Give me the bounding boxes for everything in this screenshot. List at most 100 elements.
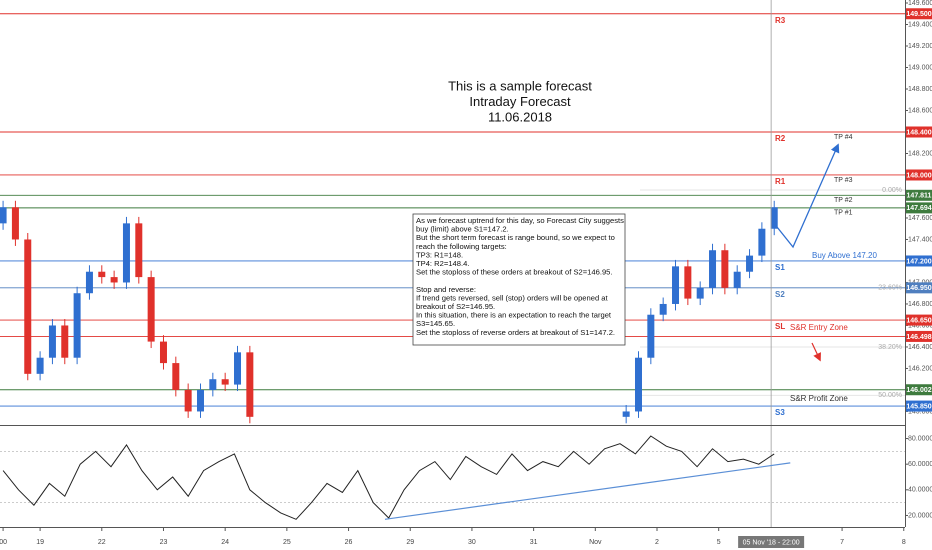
rsi-y-tick-label: 80.0000 — [908, 435, 932, 442]
x-tick-label: Nov — [589, 539, 602, 546]
price-box — [906, 169, 932, 181]
price-box — [906, 8, 932, 20]
price-box — [906, 255, 932, 267]
y-tick-label: 149.200 — [908, 43, 932, 50]
target-label: TP #2 — [834, 197, 853, 204]
candle-body — [634, 357, 642, 412]
price-box — [906, 330, 932, 342]
cursor-box — [738, 536, 805, 548]
candle-body — [709, 250, 717, 288]
y-tick-label: 148.800 — [908, 86, 932, 93]
y-tick-label: 149.600 — [908, 0, 932, 7]
note-box — [412, 213, 626, 346]
candle-body — [659, 303, 667, 315]
candle-body — [196, 389, 204, 412]
note-line: TP4: R2=148.4. — [416, 259, 469, 268]
y-tick-label: 147.400 — [908, 236, 932, 243]
y-tick-label: 147.600 — [908, 215, 932, 222]
candle-body — [770, 207, 778, 229]
candle-body — [746, 255, 754, 272]
candle-body — [61, 325, 69, 358]
note-line: Stop and reverse: — [416, 285, 476, 294]
price-box-label: 148.000 — [906, 172, 931, 179]
level-label: S3 — [775, 408, 785, 417]
zone-label: S&R Profit Zone — [790, 394, 848, 403]
note-line: As we forecast uptrend for this day, so … — [416, 216, 624, 225]
y-tick-label: 146.200 — [908, 365, 932, 372]
candle-body — [209, 379, 217, 390]
x-tick-label: 31 — [530, 539, 538, 546]
fib-label: 0.00% — [882, 187, 902, 194]
zone-label: Buy Above 147.20 — [812, 251, 877, 260]
target-label: TP #3 — [834, 177, 853, 184]
candle-body — [758, 228, 766, 256]
candle-body — [184, 389, 192, 412]
candle-body — [36, 357, 44, 374]
x-tick-label: 8 — [902, 539, 906, 546]
candle-body — [733, 271, 741, 288]
level-label: S1 — [775, 263, 785, 272]
zone-label: S&R Entry Zone — [790, 323, 848, 332]
candle-body — [246, 352, 254, 417]
note-line: breakout of S2=146.95. — [416, 302, 495, 311]
price-box-label: 145.850 — [906, 403, 931, 410]
price-box — [906, 384, 932, 396]
note-line: In this situation, there is an expectati… — [416, 311, 612, 320]
rsi-y-tick-label: 40.0000 — [908, 487, 932, 494]
candle-body — [48, 325, 56, 358]
price-box — [906, 189, 932, 201]
price-box-label: 147.694 — [906, 205, 931, 212]
note-line: If trend gets reversed, sell (stop) orde… — [416, 293, 609, 302]
price-box-label: 147.200 — [906, 258, 931, 265]
x-tick-label: 30 — [468, 539, 476, 546]
candle-body — [110, 277, 118, 283]
candle-body — [85, 271, 93, 294]
candle-body — [696, 287, 704, 299]
sell-arrow — [811, 342, 821, 362]
level-label: R1 — [775, 177, 786, 186]
fib-label: 38.20% — [878, 344, 902, 351]
candle-body — [221, 379, 229, 385]
x-tick-label: 2 — [655, 539, 659, 546]
price-box — [906, 202, 932, 214]
x-tick-label: 7 — [840, 539, 844, 546]
y-tick-label: 149.000 — [908, 64, 932, 71]
target-label: TP #1 — [834, 210, 853, 217]
level-label: R3 — [775, 16, 786, 25]
note-line: S3=145.65. — [416, 319, 455, 328]
y-tick-label: 146.400 — [908, 344, 932, 351]
x-tick-label: 5 — [717, 539, 721, 546]
note-line: buy (limit) above S1=147.2. — [416, 225, 509, 234]
x-tick-label: 23 — [160, 539, 168, 546]
level-label: S2 — [775, 290, 785, 299]
candle-body — [721, 250, 729, 288]
y-tick-label: 148.200 — [908, 150, 932, 157]
fib-label: 23.60% — [878, 285, 902, 292]
price-box — [906, 282, 932, 294]
x-tick-label: 24 — [221, 539, 229, 546]
overlay: 0.00% 23.60% 38.20% 50.00% R3 R2 TP #4 R1 TP #3 T… — [412, 0, 902, 527]
note-line: TP3: R1=148. — [416, 250, 463, 259]
candle-body — [24, 239, 32, 374]
candle-body — [147, 277, 155, 342]
candle-body — [122, 223, 130, 283]
note-line: But the short term forecast is range bou… — [416, 233, 615, 242]
note-line: Set the stoploss of these orders at brea… — [416, 268, 613, 277]
x-tick-label: 19 — [36, 539, 44, 546]
price-box — [906, 126, 932, 138]
candle-body — [135, 223, 143, 278]
price-box-label: 148.400 — [906, 129, 931, 136]
level-label: R2 — [775, 134, 786, 143]
candle-body — [234, 352, 242, 385]
price-box — [906, 400, 932, 412]
candle-body — [684, 266, 692, 299]
candle-body — [672, 266, 680, 304]
chart-title: 11.06.2018 — [488, 109, 552, 124]
rsi-y-tick-label: 20.0000 — [908, 512, 932, 519]
price-box-label: 146.650 — [906, 317, 931, 324]
y-tick-label: 146.800 — [908, 301, 932, 308]
y-tick-label: 146.600 — [908, 322, 932, 329]
price-box-label: 146.498 — [906, 334, 931, 341]
candle-body — [11, 207, 19, 240]
